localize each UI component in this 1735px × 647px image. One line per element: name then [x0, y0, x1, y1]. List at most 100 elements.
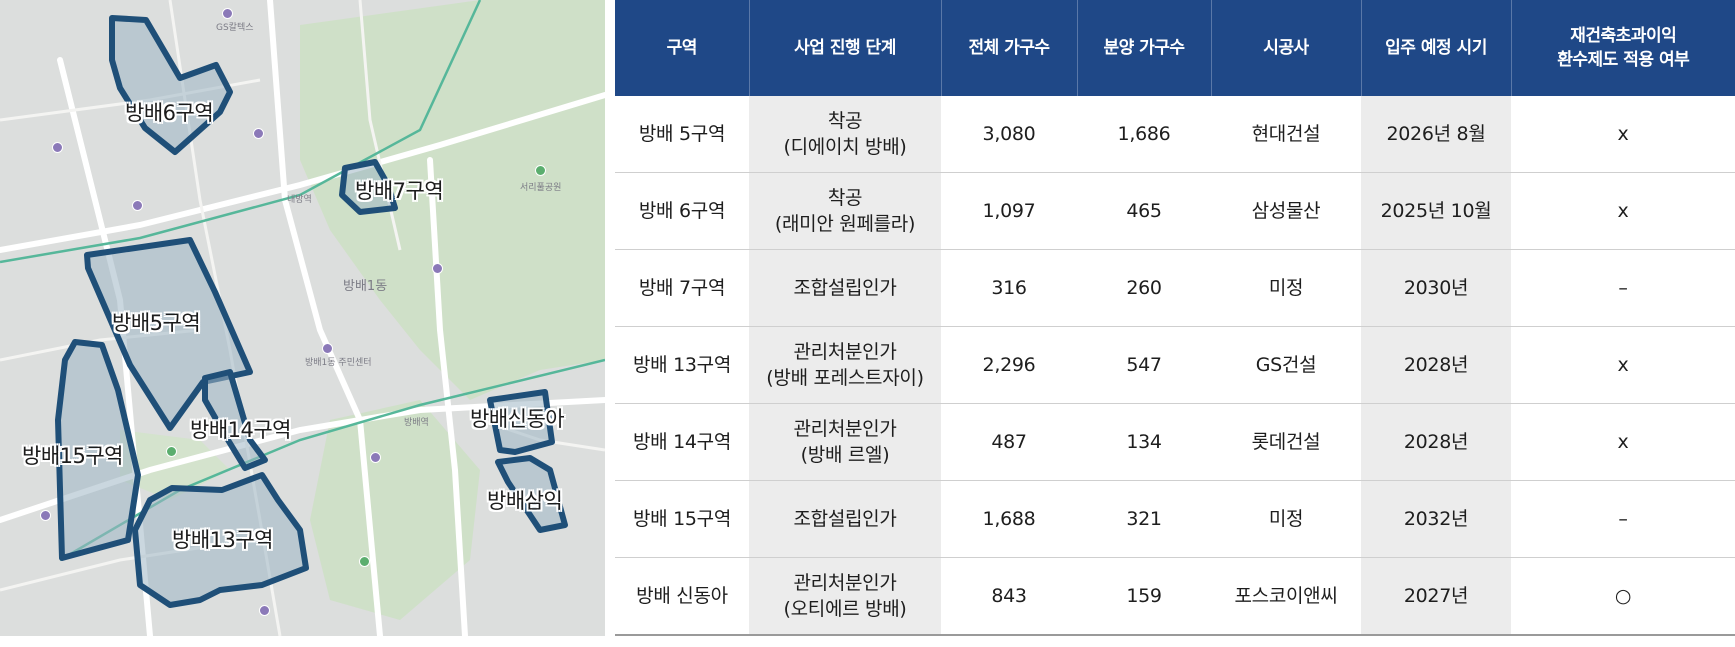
cell-total: 487 [941, 403, 1077, 481]
poi-marker [253, 128, 264, 139]
cell-zone: 방배 14구역 [615, 403, 749, 481]
cell-builder: GS건설 [1211, 326, 1361, 404]
cell-zone: 방배 7구역 [615, 249, 749, 327]
cell-total: 2,296 [941, 326, 1077, 404]
cell-total: 1,688 [941, 480, 1077, 558]
cell-sale: 134 [1077, 403, 1211, 481]
zone-sindong-shape [487, 389, 555, 455]
cell-movein: 2025년 10월 [1361, 172, 1511, 250]
zone-samik-shape [495, 455, 568, 533]
zone-label-5: 방배5구역 [112, 311, 201, 335]
cell-movein: 2026년 8월 [1361, 96, 1511, 173]
table-row: 방배 15구역 조합설립인가 1,688 321 미정 2032년 – [615, 480, 1735, 558]
cell-builder: 롯데건설 [1211, 403, 1361, 481]
zone-6-shape [109, 15, 233, 155]
header-zone: 구역 [615, 0, 750, 96]
map-place-label: 서리풀공원 [520, 183, 562, 193]
zone-7-shape [339, 159, 398, 215]
cell-stage: 관리처분인가 (오티에르 방배) [749, 557, 941, 636]
cell-zone: 방배 5구역 [615, 96, 749, 173]
map-place-label: 방배1동 [343, 279, 388, 294]
header-total: 전체 가구수 [941, 0, 1078, 96]
cell-stage: 관리처분인가 (방배 포레스트자이) [749, 326, 941, 404]
map-place-label: GS칼텍스 [216, 23, 254, 33]
cell-builder: 미정 [1211, 480, 1361, 558]
cell-builder: 포스코이앤씨 [1211, 557, 1361, 636]
cell-total: 843 [941, 557, 1077, 636]
zone-label-6: 방배6구역 [125, 101, 214, 125]
cell-zone: 방배 15구역 [615, 480, 749, 558]
cell-movein: 2028년 [1361, 403, 1511, 481]
cell-sale: 465 [1077, 172, 1211, 250]
redevelopment-table: 구역 사업 진행 단계 전체 가구수 분양 가구수 시공사 입주 예정 시기 재… [615, 0, 1735, 636]
header-applies: 재건축초과이익 환수제도 적용 여부 [1511, 0, 1735, 96]
table-header-row: 구역 사업 진행 단계 전체 가구수 분양 가구수 시공사 입주 예정 시기 재… [615, 0, 1735, 96]
cell-stage: 조합설립인가 [749, 480, 941, 558]
header-movein: 입주 예정 시기 [1361, 0, 1512, 96]
zone-label-samik: 방배삼익 [487, 489, 563, 513]
cell-total: 1,097 [941, 172, 1077, 250]
poi-marker [52, 142, 63, 153]
cell-stage: 착공 (래미안 원페를라) [749, 172, 941, 250]
cell-sale: 159 [1077, 557, 1211, 636]
cell-movein: 2030년 [1361, 249, 1511, 327]
cell-applies: x [1511, 172, 1735, 250]
cell-movein: 2032년 [1361, 480, 1511, 558]
zone-label-13: 방배13구역 [172, 528, 274, 552]
cell-sale: 1,686 [1077, 96, 1211, 173]
zone-15-shape [55, 339, 141, 561]
table-row: 방배 6구역 착공 (래미안 원페를라) 1,097 465 삼성물산 2025년 10월… [615, 172, 1735, 250]
header-builder: 시공사 [1211, 0, 1362, 96]
zone-label-15: 방배15구역 [22, 444, 124, 468]
poi-marker [370, 452, 381, 463]
cell-sale: 260 [1077, 249, 1211, 327]
table-row: 방배 신동아 관리처분인가 (오티에르 방배) 843 159 포스코이앤씨 2027년 ○ [615, 557, 1735, 636]
poi-marker [40, 510, 51, 521]
cell-movein: 2027년 [1361, 557, 1511, 636]
cell-movein: 2028년 [1361, 326, 1511, 404]
cell-applies: x [1511, 96, 1735, 173]
poi-marker [132, 200, 143, 211]
poi-marker [432, 263, 443, 274]
cell-applies: x [1511, 326, 1735, 404]
cell-stage: 관리처분인가 (방배 르엘) [749, 403, 941, 481]
park-marker [166, 446, 177, 457]
cell-applies: – [1511, 480, 1735, 558]
cell-applies: – [1511, 249, 1735, 327]
map-place-label: 방배역 [404, 418, 429, 428]
park-marker [359, 556, 370, 567]
zone-label-sindong: 방배신동아 [470, 407, 565, 431]
table-row: 방배 13구역 관리처분인가 (방배 포레스트자이) 2,296 547 GS건설 202… [615, 326, 1735, 404]
cell-zone: 방배 6구역 [615, 172, 749, 250]
poi-marker [259, 605, 270, 616]
zone-label-14: 방배14구역 [190, 418, 292, 442]
area-map: GS칼텍스 내방역 방배1동 방배역 서리풀공원 방배1동 주민센터 방배6구역… [0, 0, 605, 636]
map-place-label: 방배1동 주민센터 [305, 358, 372, 368]
cell-applies: x [1511, 403, 1735, 481]
poi-marker [222, 8, 233, 19]
header-stage: 사업 진행 단계 [749, 0, 942, 96]
cell-builder: 삼성물산 [1211, 172, 1361, 250]
map-canvas [0, 0, 605, 636]
cell-total: 316 [941, 249, 1077, 327]
cell-total: 3,080 [941, 96, 1077, 173]
table-row: 방배 7구역 조합설립인가 316 260 미정 2030년 – [615, 249, 1735, 327]
cell-builder: 미정 [1211, 249, 1361, 327]
table-row: 방배 5구역 착공 (디에이치 방배) 3,080 1,686 현대건설 2026년 8월… [615, 96, 1735, 173]
cell-sale: 547 [1077, 326, 1211, 404]
header-sale: 분양 가구수 [1077, 0, 1212, 96]
zone-14-shape [202, 369, 268, 471]
cell-sale: 321 [1077, 480, 1211, 558]
zone-13-shape [132, 472, 309, 608]
zone-label-7: 방배7구역 [355, 179, 444, 203]
park-marker [535, 165, 546, 176]
cell-stage: 조합설립인가 [749, 249, 941, 327]
map-place-label: 내방역 [287, 195, 312, 205]
cell-applies: ○ [1511, 557, 1735, 636]
poi-marker [322, 343, 333, 354]
cell-stage: 착공 (디에이치 방배) [749, 96, 941, 173]
cell-zone: 방배 신동아 [615, 557, 749, 636]
cell-builder: 현대건설 [1211, 96, 1361, 173]
cell-zone: 방배 13구역 [615, 326, 749, 404]
table-row: 방배 14구역 관리처분인가 (방배 르엘) 487 134 롯데건설 2028년 x [615, 403, 1735, 481]
